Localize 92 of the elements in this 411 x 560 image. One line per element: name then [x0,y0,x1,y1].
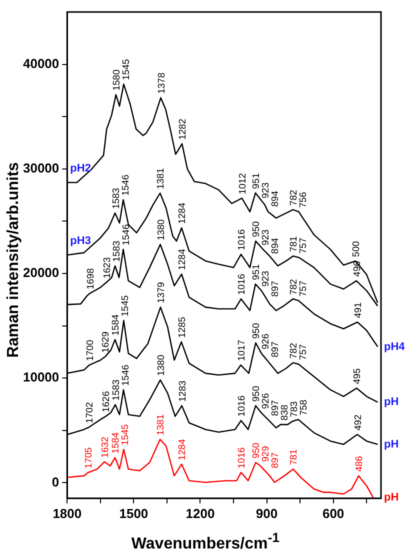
annotation: 500 [350,241,362,257]
y-axis-title: Raman intensity/arb.units [5,162,23,358]
annotation: 783 [289,401,300,418]
annotation: 491 [352,302,364,318]
series-label: pH2 [70,162,91,175]
annotation: 1584 [110,432,122,454]
annotation: 1284 [177,248,188,270]
annotation: 757 [298,280,309,297]
y-tick-label: 40000 [22,56,60,71]
annotation: 782 [288,279,300,295]
annotation: 1284 [177,439,188,460]
annotation: 782 [288,190,300,206]
x-tick-label: 1800 [52,506,82,521]
annotation: 923 [260,229,272,246]
annotation: 950 [251,386,262,402]
annotation: 1016 [236,274,248,295]
x-tick-label: 1200 [186,506,215,521]
annotation: 1016 [236,447,248,468]
annotation: 757 [298,344,309,360]
x-tick-label: 1500 [119,506,148,521]
annotation: 782 [288,342,300,359]
annotation: 950 [251,322,262,339]
annotation: 758 [298,400,310,416]
annotation: 1379 [156,282,168,304]
annotation: 838 [280,404,291,421]
annotation: 781 [288,236,300,252]
annotation: 1283 [177,380,188,402]
annotation: 1700 [84,340,96,362]
annotation: 926 [260,393,272,409]
annotation: 1380 [156,219,167,240]
annotation: 492 [352,414,364,430]
annotation: 897 [270,342,282,358]
annotation: 951 [250,173,262,189]
annotation: 1629 [100,332,112,353]
annotation: 1632 [100,436,111,458]
annotation: 1282 [178,118,189,140]
y-tick-label: 10000 [22,370,60,385]
annotation: 1545 [120,424,132,446]
annotation: 1698 [85,268,96,290]
annotation: 1016 [236,229,248,250]
annotation: 1284 [177,202,188,224]
annotation: 1380 [156,354,167,376]
annotation: 1378 [156,72,168,94]
annotation: 929 [260,446,272,462]
annotation: 495 [352,368,364,384]
annotation: 1702 [84,402,96,424]
annotation: 1381 [156,168,167,190]
annotation: 1546 [120,364,132,386]
y-tick-label: 30000 [22,160,60,176]
annotation: 1545 [120,59,132,80]
annotation: 950 [251,221,262,238]
series-label: pH [384,438,399,450]
annotation: 950 [251,442,262,459]
series-label: pH [384,396,399,408]
series-label: pH3 [70,235,91,248]
annotation: 926 [260,334,272,350]
annotation: 1017 [236,340,248,362]
annotation: 1546 [120,224,132,246]
annotation: 486 [354,456,366,472]
annotation: 923 [260,270,272,287]
annotation: 1545 [120,295,132,316]
x-tick-label: 900 [256,506,278,521]
annotation: 1705 [84,447,95,468]
annotation: 894 [270,238,282,254]
y-tick-label: 20000 [22,265,60,280]
annotation: 1580 [111,69,122,91]
annotation: 1016 [236,395,248,417]
annotation: 756 [298,192,309,208]
annotation: 897 [270,280,281,297]
annotation: 1584 [110,314,122,336]
annotation: 1583 [110,188,122,210]
annotation: 1012 [237,173,248,194]
series-label: pH [384,491,399,504]
annotation: 496 [352,260,363,277]
annotation: 951 [250,264,262,280]
annotation: 923 [260,182,272,198]
x-tick-label: 600 [322,506,344,521]
annotation: 1381 [156,414,167,436]
series-label: pH4 [384,340,406,353]
annotation: 1626 [101,391,112,412]
x-axis-title: Wavenumbers/cm$^{-1}$ [130,530,281,554]
annotation: 757 [298,238,310,254]
annotation: 897 [270,452,282,468]
annotation: 1583 [111,240,122,262]
annotation: 894 [270,190,281,207]
annotation: 897 [270,400,282,416]
annotation: 1285 [176,316,188,338]
annotation: 1583 [110,380,122,401]
annotation: 1623 [102,257,113,278]
annotation: 1546 [120,174,132,196]
y-tick-label: 0 [52,474,60,490]
annotation: 781 [288,449,300,466]
